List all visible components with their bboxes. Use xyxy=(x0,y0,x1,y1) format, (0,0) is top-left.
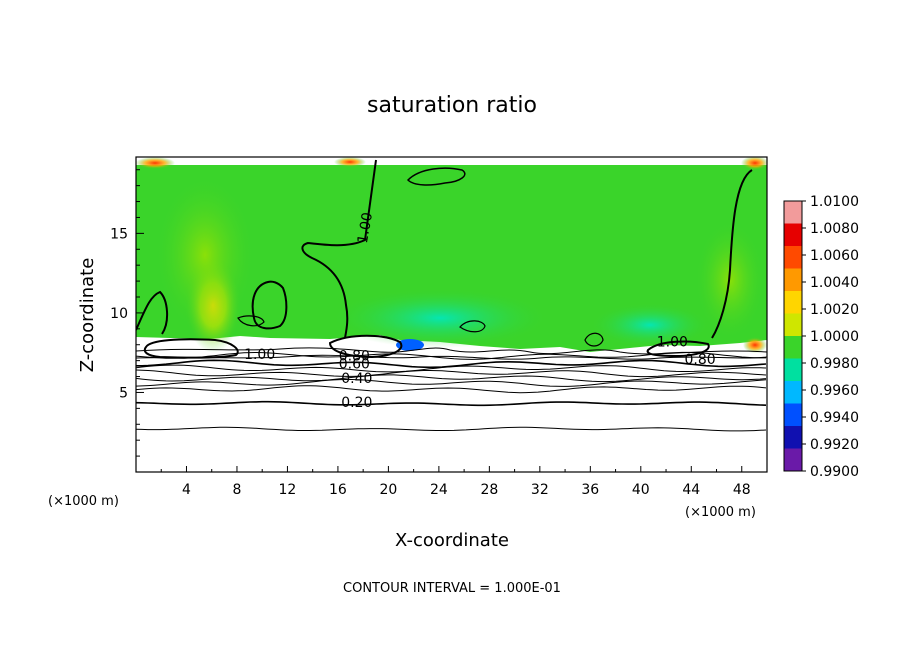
contour-level-line xyxy=(136,400,767,407)
colorbar-label: 1.0000 xyxy=(810,329,859,345)
y-axis-label: Z-coordinate xyxy=(77,258,98,373)
x-tick-label: 8 xyxy=(232,482,241,498)
chart-title: saturation ratio xyxy=(367,93,537,118)
contour-1.00-east xyxy=(711,169,753,339)
dry-patch-center xyxy=(330,288,550,348)
contour-turbulent-layer-2 xyxy=(136,354,767,360)
contour-level-line xyxy=(136,379,767,387)
colorbar-swatch xyxy=(784,336,802,359)
colorbar-label: 1.0080 xyxy=(810,221,859,237)
dry-patch-cloud xyxy=(396,339,424,351)
colorbar-label: 1.0060 xyxy=(810,248,859,264)
colorbar-label: 1.0040 xyxy=(810,275,859,291)
x-tick-label: 20 xyxy=(379,482,397,498)
contour-label: 0.60 xyxy=(339,357,370,373)
colorbar-label: 0.9900 xyxy=(810,464,859,480)
top-boundary-band xyxy=(136,157,767,165)
colorbar-label: 0.9980 xyxy=(810,356,859,372)
colorbar-label: 0.9940 xyxy=(810,410,859,426)
x-tick-label: 16 xyxy=(329,482,347,498)
contour-small-cloud-1 xyxy=(459,320,486,333)
y-tick-label: 15 xyxy=(110,226,128,242)
contour-1.00-topcloud xyxy=(406,167,466,186)
y-tick-label: 5 xyxy=(119,385,128,401)
x-unit-left: (×1000 m) xyxy=(48,494,119,509)
contour-level-line xyxy=(136,364,767,373)
colorbar-swatch xyxy=(784,403,802,427)
colorbar-swatch xyxy=(784,223,802,247)
contour-1.00-main xyxy=(301,159,377,339)
contour-cloud-base-mid xyxy=(328,334,403,359)
x-tick-label: 12 xyxy=(279,482,297,498)
colorbar-label: 1.0020 xyxy=(810,302,859,318)
contour-level-line xyxy=(136,374,767,383)
contour-interval-note: CONTOUR INTERVAL = 1.000E-01 xyxy=(343,581,561,596)
contour-lines xyxy=(136,159,767,360)
top-hotspot-mid xyxy=(334,157,366,167)
contour-level-line xyxy=(136,385,767,394)
contour-label-group: 1.001.001.000.800.600.400.200.80 xyxy=(244,211,716,411)
colorbar-swatch xyxy=(784,358,802,382)
colorbar: 1.0100 1.0080 1.0060 1.0040 1.0020 1.0000 0.99… xyxy=(783,194,859,480)
contour-levels xyxy=(136,351,767,432)
contour-cloud-base-east xyxy=(646,340,710,358)
colorbar-swatch xyxy=(784,268,802,292)
plot-frame xyxy=(135,156,768,473)
colorbar-label: 0.9920 xyxy=(810,437,859,453)
plot-area xyxy=(136,157,767,472)
colorbar-swatch xyxy=(784,448,802,472)
x-axis-label: X-coordinate xyxy=(395,530,509,551)
contour-1.00-west-cell xyxy=(251,280,288,330)
colorbar-swatch xyxy=(784,313,802,337)
contour-turbulent-layer xyxy=(136,347,767,355)
x-tick-label: 40 xyxy=(632,482,650,498)
x-unit-right: (×1000 m) xyxy=(685,505,756,520)
x-tick-label: 24 xyxy=(430,482,448,498)
contour-label: 0.40 xyxy=(341,371,372,387)
y-tick-label: 10 xyxy=(110,306,128,322)
x-tick-label: 44 xyxy=(682,482,700,498)
contour-small-cloud-3 xyxy=(237,315,265,327)
colorbar-label: 1.0100 xyxy=(810,194,859,210)
x-tick-label: 32 xyxy=(531,482,549,498)
colorbar-label: 0.9960 xyxy=(810,383,859,399)
moist-plume-west-halo xyxy=(155,175,255,335)
contour-label: 0.20 xyxy=(341,395,372,411)
x-tick-label: 4 xyxy=(182,482,191,498)
colorbar-swatch xyxy=(784,246,802,269)
contour-label: 0.80 xyxy=(339,349,370,365)
contour-1.00-west-edge xyxy=(136,290,168,335)
x-tick-label: 48 xyxy=(733,482,751,498)
top-hotspot-right xyxy=(741,157,767,170)
boundary-hotspot-right xyxy=(743,337,767,353)
contour-cloud-base-west xyxy=(143,338,239,359)
contour-label: 1.00 xyxy=(244,347,275,363)
x-axis: 4 8 12 16 20 24 28 32 36 40 44 48 xyxy=(160,466,751,498)
colorbar-swatch xyxy=(784,426,802,449)
colorbar-swatch xyxy=(784,201,802,224)
contour-level-line xyxy=(136,426,767,432)
colorbar-swatch xyxy=(784,381,802,404)
contour-level-line xyxy=(136,369,767,378)
dry-patch-east xyxy=(590,303,710,347)
contour-level-line xyxy=(136,351,766,360)
contour-label: 1.00 xyxy=(657,334,688,350)
contour-label: 1.00 xyxy=(355,211,376,244)
y-axis: 5 10 15 xyxy=(110,169,144,457)
x-tick-label: 36 xyxy=(581,482,599,498)
colorbar-swatch xyxy=(784,291,802,314)
saturated-region xyxy=(136,165,767,352)
contour-label: 0.80 xyxy=(685,352,716,368)
top-hotspot-left xyxy=(136,157,175,169)
x-tick-label: 28 xyxy=(480,482,498,498)
contour-small-cloud-2 xyxy=(584,332,604,347)
